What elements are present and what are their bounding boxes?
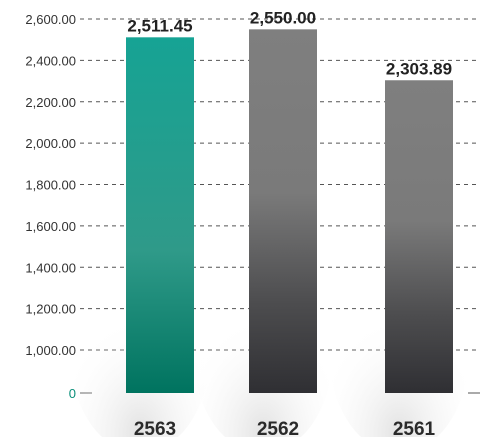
y-tick-label: 1,200.00: [25, 302, 76, 317]
bar-2561: [385, 80, 453, 394]
bar-2562: [249, 29, 317, 393]
category-label: 2561: [393, 419, 436, 437]
category-label: 2562: [257, 419, 299, 437]
y-tick-label: 2,600.00: [25, 12, 76, 27]
value-label: 2,550.00: [250, 8, 316, 27]
y-tick-label: 1,800.00: [25, 178, 76, 193]
y-tick-label: 2,400.00: [25, 53, 76, 68]
bar-2563: [126, 37, 194, 393]
y-tick-label: 1,400.00: [25, 260, 76, 275]
y-tick-label: 2,000.00: [25, 136, 76, 151]
y-tick-label: 1,000.00: [25, 343, 76, 358]
y-tick-label: 1,600.00: [25, 219, 76, 234]
value-label: 2,511.45: [127, 16, 192, 35]
y-tick-label: 2,200.00: [25, 95, 76, 110]
y-axis-tick-labels: 0 1,000.00 1,200.00 1,400.00 1,600.00 1,800.0…: [25, 12, 76, 401]
value-label: 2,303.89: [386, 59, 452, 78]
value-labels: 2,511.45 2,550.00 2,303.89: [127, 8, 452, 78]
bars: [126, 29, 453, 394]
y-tick-label: 0: [69, 386, 76, 401]
category-label: 2563: [134, 419, 176, 437]
category-labels: 2563 2562 2561: [134, 419, 436, 437]
